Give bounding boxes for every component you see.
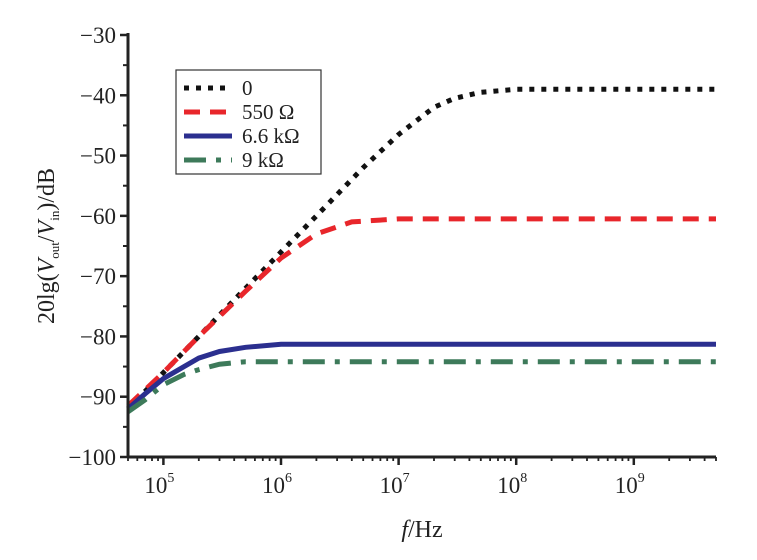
legend-label-0: 0 xyxy=(242,76,253,100)
axes: −30 −40 −50 −60 −70 −80 −90 −100 105 106 107 108 109 xyxy=(69,23,717,498)
x-tick-label: 108 xyxy=(497,471,527,498)
series-layer xyxy=(126,86,716,414)
y-tick-label: −50 xyxy=(80,144,116,169)
series-line-0 xyxy=(126,86,716,411)
legend-label-1: 550 Ω xyxy=(242,100,294,124)
x-axis-label: f/Hz xyxy=(401,517,442,543)
legend-label-3: 9 kΩ xyxy=(242,148,284,172)
series-line-1 xyxy=(126,216,716,408)
y-tick-label: −30 xyxy=(80,23,116,48)
series-line-3 xyxy=(126,359,716,414)
y-tick-label: −90 xyxy=(80,385,116,410)
legend-label-2: 6.6 kΩ xyxy=(242,124,300,148)
y-tick-label: −80 xyxy=(80,324,116,349)
y-tick-label: −70 xyxy=(80,264,116,289)
y-axis-label: 20lg(Vout/Vin)/dB xyxy=(34,168,62,324)
y-tick-label: −100 xyxy=(69,445,116,470)
x-tick-label: 107 xyxy=(380,471,410,498)
x-tick-label: 109 xyxy=(615,471,645,498)
series-line-2 xyxy=(126,341,716,411)
x-tick-label: 106 xyxy=(262,471,292,498)
x-tick-label: 105 xyxy=(144,471,174,498)
y-tick-label: −40 xyxy=(80,83,116,108)
y-tick-label: −60 xyxy=(80,204,116,229)
